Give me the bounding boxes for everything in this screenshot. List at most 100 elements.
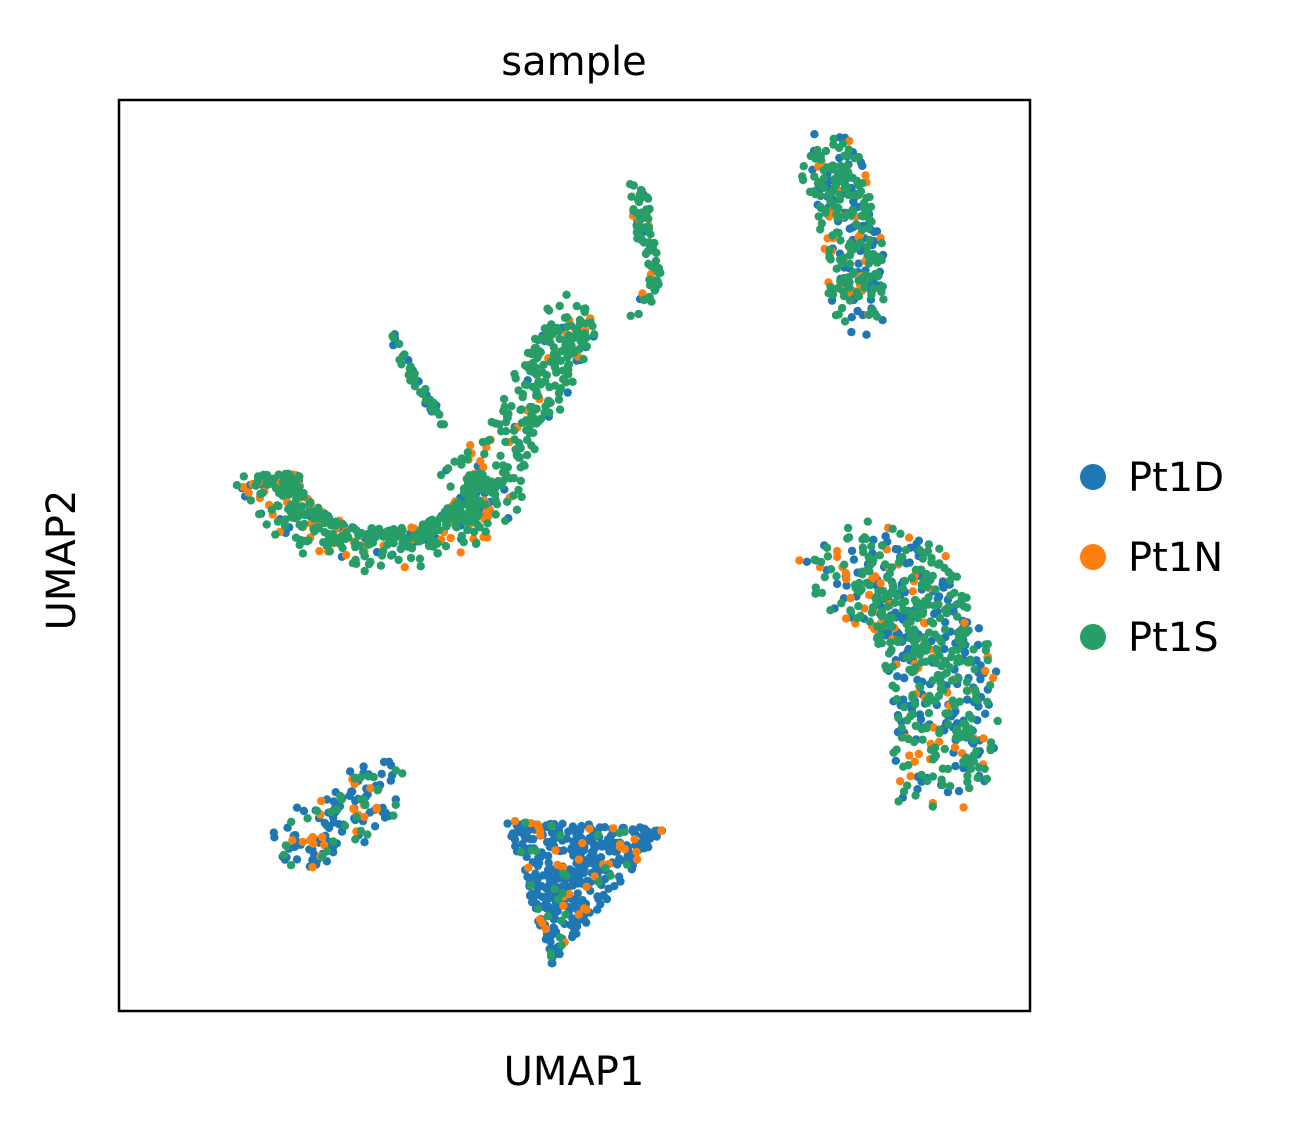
point-pt1s — [877, 256, 886, 265]
point-pt1d — [974, 624, 984, 633]
point-pt1s — [926, 745, 936, 754]
point-pt1n — [959, 803, 968, 812]
point-pt1s — [973, 773, 982, 783]
point-pt1s — [861, 534, 871, 543]
point-pt1n — [861, 171, 870, 180]
point-pt1s — [832, 572, 841, 581]
point-pt1s — [543, 399, 553, 408]
point-pt1n — [533, 820, 542, 829]
legend-label-pt1n: Pt1N — [1128, 535, 1223, 581]
point-pt1s — [813, 145, 822, 155]
point-pt1s — [554, 327, 564, 336]
point-pt1s — [557, 941, 566, 950]
point-pt1n — [905, 751, 914, 760]
point-pt1s — [466, 484, 475, 494]
point-pt1s — [850, 153, 859, 163]
point-pt1n — [446, 533, 455, 543]
point-pt1s — [476, 469, 485, 478]
y-axis-label: UMAP2 — [39, 490, 85, 631]
point-pt1s — [291, 533, 301, 542]
point-pt1s — [832, 264, 841, 273]
point-pt1s — [866, 202, 876, 211]
point-pt1s — [864, 259, 874, 268]
point-pt1d — [577, 821, 586, 831]
point-pt1n — [981, 666, 990, 676]
point-pt1s — [874, 587, 883, 596]
point-pt1s — [263, 480, 272, 489]
point-pt1n — [578, 838, 587, 848]
point-pt1d — [899, 673, 909, 682]
point-pt1s — [824, 190, 833, 200]
point-pt1s — [550, 363, 560, 372]
point-pt1n — [315, 546, 324, 556]
point-pt1s — [941, 709, 950, 718]
point-pt1s — [543, 911, 553, 921]
point-pt1s — [579, 355, 588, 364]
point-pt1d — [270, 833, 279, 842]
point-pt1d — [534, 858, 543, 867]
point-pt1s — [969, 645, 978, 654]
point-pt1s — [908, 627, 917, 637]
point-pt1s — [981, 640, 990, 649]
point-pt1s — [534, 351, 543, 360]
point-pt1s — [887, 563, 897, 572]
point-pt1s — [935, 613, 945, 623]
point-pt1s — [475, 522, 484, 532]
point-pt1s — [314, 524, 324, 533]
point-pt1s — [928, 676, 937, 685]
point-pt1n — [341, 550, 351, 560]
point-pt1s — [401, 534, 410, 543]
point-pt1s — [907, 573, 917, 583]
point-pt1s — [562, 365, 571, 374]
point-pt1s — [840, 560, 849, 569]
point-pt1s — [253, 472, 263, 481]
point-pt1d — [292, 803, 302, 812]
legend-marker-pt1s — [1080, 624, 1106, 650]
point-pt1s — [355, 541, 364, 550]
point-pt1n — [795, 556, 804, 565]
point-pt1s — [858, 225, 867, 235]
point-pt1s — [959, 640, 968, 649]
point-pt1d — [347, 787, 356, 796]
point-pt1s — [883, 602, 892, 611]
point-pt1d — [616, 856, 625, 865]
point-pt1s — [517, 418, 527, 427]
point-pt1s — [517, 492, 526, 502]
point-pt1n — [308, 863, 317, 872]
point-pt1s — [887, 622, 897, 631]
point-pt1s — [839, 253, 848, 262]
point-pt1d — [345, 767, 355, 776]
point-pt1s — [816, 191, 825, 201]
point-pt1s — [877, 639, 887, 648]
point-pt1d — [991, 667, 1001, 676]
point-pt1s — [590, 330, 599, 339]
point-pt1s — [930, 601, 939, 610]
point-pt1d — [644, 842, 653, 852]
point-pt1s — [986, 738, 996, 747]
point-pt1s — [983, 697, 992, 707]
point-pt1s — [885, 591, 894, 600]
point-pt1s — [833, 213, 842, 222]
point-pt1d — [377, 769, 386, 779]
point-pt1s — [361, 800, 370, 810]
point-pt1s — [459, 537, 468, 547]
point-pt1s — [483, 519, 492, 528]
point-pt1d — [299, 806, 309, 816]
point-pt1s — [566, 321, 576, 330]
point-pt1s — [288, 477, 297, 486]
point-pt1s — [985, 681, 995, 690]
point-pt1s — [891, 684, 901, 693]
point-pt1s — [900, 702, 909, 712]
point-pt1d — [832, 579, 842, 589]
point-pt1s — [639, 295, 649, 305]
point-pt1s — [546, 322, 555, 331]
point-pt1s — [593, 830, 603, 840]
point-pt1s — [452, 515, 461, 524]
point-pt1n — [842, 574, 851, 584]
point-pt1s — [553, 354, 562, 363]
point-pt1s — [971, 694, 980, 704]
point-pt1s — [867, 608, 877, 617]
point-pt1s — [873, 622, 882, 631]
point-pt1s — [474, 510, 483, 519]
point-pt1s — [570, 346, 579, 355]
